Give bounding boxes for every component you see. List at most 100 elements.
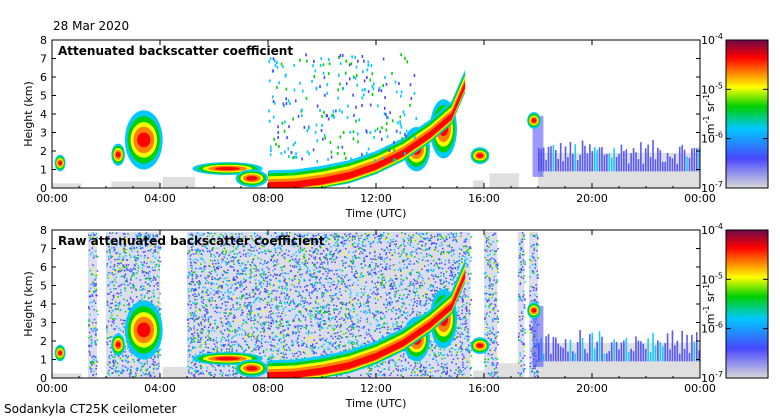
noise-pixel [224, 329, 226, 332]
noise-pixel [137, 235, 139, 237]
noise-pixel [228, 365, 230, 367]
noise-pixel [401, 321, 404, 324]
noise-pixel [89, 366, 91, 368]
noise-pixel [233, 335, 236, 337]
precipitation-echo [341, 87, 344, 91]
noise-pixel [301, 238, 303, 241]
noise-pixel [442, 368, 445, 370]
noise-pixel [298, 233, 301, 236]
noise-pixel [306, 242, 309, 245]
noise-pixel [130, 298, 132, 300]
noise-pixel [108, 356, 110, 358]
noise-pixel [297, 304, 299, 306]
noise-pixel [296, 262, 299, 265]
cloud-column [640, 142, 642, 172]
noise-pixel [310, 324, 313, 327]
noise-pixel [128, 307, 130, 310]
noise-pixel [114, 359, 116, 362]
y-tick-label: 0 [40, 182, 47, 195]
noise-pixel [353, 319, 356, 321]
noise-pixel [313, 244, 316, 246]
noise-pixel [122, 370, 125, 372]
noise-pixel [144, 251, 146, 253]
noise-pixel [243, 328, 246, 330]
noise-pixel [413, 278, 415, 281]
noise-pixel [192, 281, 195, 284]
noise-pixel [107, 331, 110, 333]
noise-pixel [190, 365, 192, 368]
noise-pixel [466, 361, 468, 363]
noise-pixel [400, 314, 403, 316]
noise-pixel [311, 336, 314, 338]
noise-pixel [255, 341, 258, 344]
noise-pixel [250, 246, 252, 249]
noise-pixel [325, 253, 328, 255]
noise-pixel [124, 280, 127, 282]
noise-pixel [92, 358, 95, 361]
noise-pixel [383, 238, 386, 240]
noise-pixel [381, 266, 384, 269]
noise-pixel [395, 323, 397, 326]
noise-pixel [360, 234, 363, 237]
noise-pixel [236, 308, 238, 311]
noise-pixel [385, 252, 388, 254]
noise-pixel [296, 314, 298, 316]
noise-pixel [346, 336, 349, 338]
noise-pixel [365, 302, 368, 304]
noise-pixel [133, 274, 135, 276]
noise-pixel [341, 260, 344, 262]
noise-pixel [148, 283, 150, 285]
precipitation-echo [327, 58, 330, 62]
noise-pixel [419, 235, 422, 238]
noise-pixel [282, 266, 284, 268]
noise-pixel [311, 291, 313, 293]
noise-pixel [347, 330, 350, 332]
noise-pixel [352, 251, 355, 253]
noise-pixel [305, 309, 308, 312]
noise-pixel [107, 284, 109, 287]
noise-pixel [323, 295, 325, 297]
precipitation-echo [400, 90, 403, 94]
noise-pixel [207, 351, 209, 354]
noise-pixel [206, 273, 209, 276]
noise-pixel [206, 294, 208, 296]
noise-pixel [281, 232, 284, 234]
noise-pixel [146, 360, 148, 363]
noise-pixel [94, 244, 97, 246]
noise-pixel [249, 292, 251, 295]
noise-pixel [117, 241, 119, 244]
noise-pixel [156, 235, 159, 238]
noise-pixel [285, 335, 287, 338]
noise-pixel [154, 277, 156, 280]
noise-pixel [340, 294, 343, 296]
noise-pixel [369, 296, 371, 298]
noise-pixel [418, 272, 420, 274]
noise-pixel [225, 339, 227, 342]
noise-pixel [385, 253, 387, 256]
noise-pixel [124, 269, 126, 272]
noise-pixel [115, 325, 118, 328]
noise-pixel [262, 327, 265, 329]
noise-pixel [293, 302, 295, 305]
noise-pixel [116, 265, 119, 267]
noise-pixel [121, 275, 124, 278]
noise-pixel [319, 328, 321, 331]
noise-pixel [286, 265, 288, 268]
noise-pixel [215, 304, 218, 306]
noise-pixel [362, 275, 364, 277]
noise-pixel [357, 235, 360, 237]
noise-pixel [236, 270, 239, 273]
noise-pixel [463, 251, 465, 253]
cloud-layer [476, 153, 484, 158]
noise-pixel [339, 341, 342, 343]
noise-pixel [270, 344, 273, 347]
precipitation-echo [388, 148, 391, 152]
noise-pixel [408, 293, 410, 296]
noise-pixel [122, 322, 125, 325]
noise-pixel [224, 254, 227, 256]
noise-pixel [143, 368, 146, 371]
noise-pixel [262, 273, 265, 276]
noise-pixel [90, 335, 92, 338]
noise-pixel [207, 318, 210, 321]
noise-pixel [195, 267, 197, 270]
